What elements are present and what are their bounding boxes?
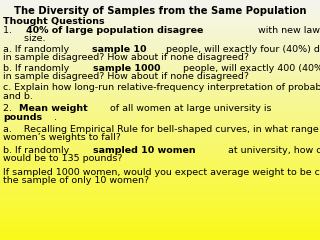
Text: Thought Questions: Thought Questions bbox=[3, 17, 105, 26]
Text: of all women at large university is: of all women at large university is bbox=[108, 104, 275, 114]
Text: 1.: 1. bbox=[3, 26, 21, 35]
Text: size.: size. bbox=[3, 34, 46, 43]
Text: If sampled 1000 women, would you expect average weight to be closer to 135 pound: If sampled 1000 women, would you expect … bbox=[3, 168, 320, 177]
Text: 40% of large population disagree: 40% of large population disagree bbox=[27, 26, 204, 35]
Text: at university, how close do you think their: at university, how close do you think th… bbox=[225, 146, 320, 155]
Text: women’s weights to fall?: women’s weights to fall? bbox=[3, 133, 121, 142]
Text: c. Explain how long-run relative-frequency interpretation of probability helped : c. Explain how long-run relative-frequen… bbox=[3, 83, 320, 92]
Text: the sample of only 10 women?: the sample of only 10 women? bbox=[3, 176, 149, 185]
Text: people, will exactly four (40%) disagree with law? Surprised if only two: people, will exactly four (40%) disagree… bbox=[163, 45, 320, 54]
Text: with new law. In parts a and b, think about role of sample: with new law. In parts a and b, think ab… bbox=[255, 26, 320, 35]
Text: people, will exactly 400 (40%) disagree with law? Surprised if only 200: people, will exactly 400 (40%) disagree … bbox=[180, 64, 320, 73]
Text: b. If randomly: b. If randomly bbox=[3, 146, 72, 155]
Text: pounds: pounds bbox=[3, 113, 42, 122]
Text: .: . bbox=[54, 113, 57, 122]
Text: sample 10: sample 10 bbox=[92, 45, 147, 54]
Text: The Diversity of Samples from the Same Population: The Diversity of Samples from the Same P… bbox=[14, 6, 306, 16]
Text: sample 1000: sample 1000 bbox=[92, 64, 160, 73]
Text: a. If randomly: a. If randomly bbox=[3, 45, 72, 54]
Text: 2.: 2. bbox=[3, 104, 15, 114]
Text: in sample disagreed? How about if none disagreed?: in sample disagreed? How about if none d… bbox=[3, 53, 249, 62]
Text: a.    Recalling Empirical Rule for bell-shaped curves, in what range would you e: a. Recalling Empirical Rule for bell-sha… bbox=[3, 125, 320, 134]
Text: b. If randomly: b. If randomly bbox=[3, 64, 72, 73]
Text: and b.: and b. bbox=[3, 92, 33, 101]
Text: in sample disagreed? How about if none disagreed?: in sample disagreed? How about if none d… bbox=[3, 72, 249, 82]
Text: would be to 135 pounds?: would be to 135 pounds? bbox=[3, 154, 123, 163]
Text: sampled 10 women: sampled 10 women bbox=[92, 146, 195, 155]
Text: Mean weight: Mean weight bbox=[19, 104, 87, 114]
